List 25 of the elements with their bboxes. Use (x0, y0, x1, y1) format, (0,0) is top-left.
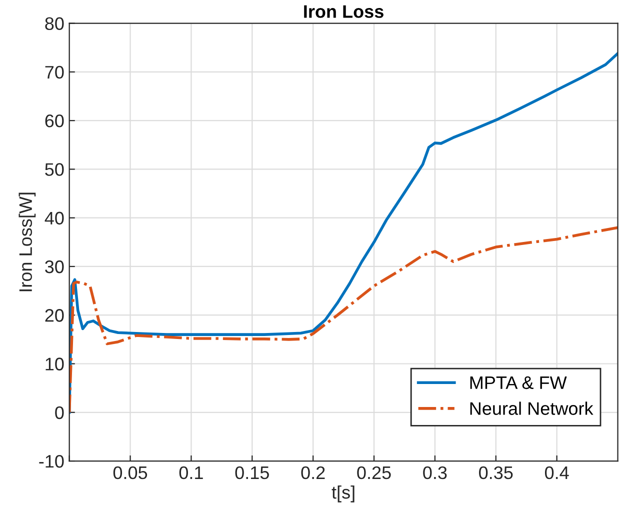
y-tick-label: 20 (45, 309, 64, 322)
y-tick-label: 0 (55, 406, 64, 420)
legend-label: Neural Network (470, 402, 594, 415)
line-series (69, 226, 618, 414)
y-tick-label: -10 (39, 454, 64, 468)
x-tick-label: 0.05 (113, 466, 148, 480)
y-tick-label: 70 (45, 66, 64, 79)
x-axis-title: t[s] (332, 485, 354, 502)
x-tick-label: 0.15 (235, 466, 269, 480)
y-tick-label: 60 (45, 114, 64, 128)
y-tick-label: 10 (46, 358, 64, 370)
x-tick-label: 0.3 (423, 466, 447, 480)
y-tick-label: 30 (45, 260, 64, 274)
x-tick-label: 0.35 (479, 466, 513, 480)
y-tick-label: 80 (45, 17, 64, 30)
line-series (69, 52, 618, 414)
chart-title: Iron Loss (304, 5, 384, 18)
x-tick-label: 0.1 (179, 466, 203, 480)
legend-label: MPTA & FW (470, 376, 567, 390)
x-tick-label: 0.25 (357, 466, 391, 480)
y-tick-label: 40 (44, 212, 64, 225)
y-tick-label: 50 (45, 163, 64, 176)
y-axis-title: Iron Loss[W] (18, 192, 36, 292)
x-tick-label: 0.2 (301, 466, 325, 480)
x-tick-label: 0.4 (544, 466, 569, 480)
